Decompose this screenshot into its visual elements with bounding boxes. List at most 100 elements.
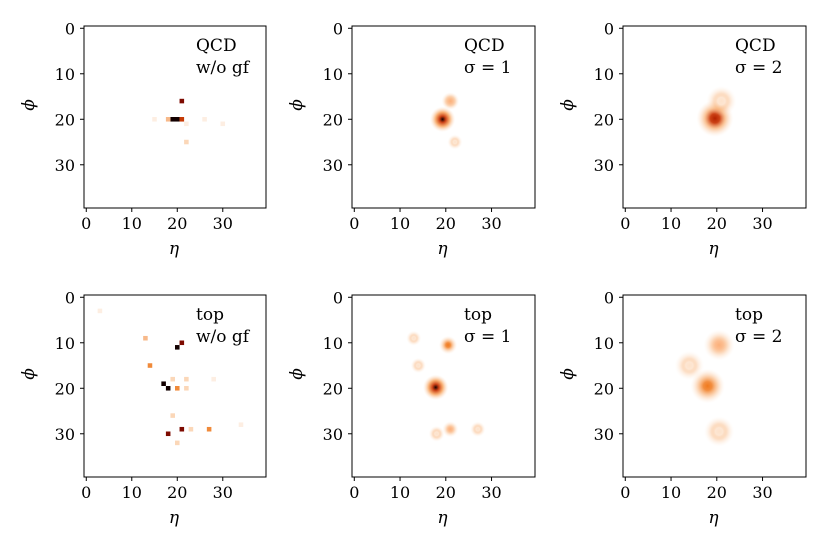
heatmap-cell bbox=[161, 381, 166, 386]
x-tick-label: 0 bbox=[81, 214, 91, 233]
heatmap-blob bbox=[674, 350, 705, 381]
panel-label-line: QCD bbox=[196, 36, 237, 56]
y-tick-label: 10 bbox=[55, 65, 75, 84]
y-axis-label: ϕ bbox=[19, 99, 39, 111]
x-tick-label: 10 bbox=[122, 214, 142, 233]
heatmap-cell bbox=[175, 117, 180, 122]
x-tick-label: 20 bbox=[707, 483, 727, 502]
heatmap-cell bbox=[220, 121, 226, 127]
y-tick-label: 20 bbox=[55, 379, 75, 398]
heatmap-cell bbox=[211, 376, 216, 382]
heatmap-cell bbox=[184, 376, 189, 382]
x-tick-label: 10 bbox=[661, 483, 681, 502]
x-tick-label: 30 bbox=[752, 483, 772, 502]
x-tick-label: 0 bbox=[349, 483, 359, 502]
heatmap-cell bbox=[165, 386, 171, 391]
heatmap-image bbox=[406, 330, 486, 442]
x-tick-label: 0 bbox=[620, 214, 630, 233]
heatmap-blob bbox=[428, 425, 445, 442]
heatmap-cell bbox=[97, 308, 103, 314]
heatmap-blob bbox=[447, 134, 463, 150]
heatmap-cell bbox=[165, 117, 171, 122]
heatmap-blob bbox=[470, 421, 486, 437]
x-tick-label: 30 bbox=[481, 214, 501, 233]
heatmap-image bbox=[696, 85, 737, 137]
axes-frame bbox=[622, 294, 807, 478]
x-axis-label: η bbox=[708, 508, 719, 528]
x-tick-label: 30 bbox=[213, 214, 233, 233]
heatmap-cell bbox=[175, 386, 180, 391]
y-tick-label: 10 bbox=[594, 334, 614, 353]
x-tick-label: 0 bbox=[620, 483, 630, 502]
heatmap-image bbox=[152, 98, 226, 145]
y-tick-label: 0 bbox=[604, 19, 614, 38]
axes-frame bbox=[351, 294, 536, 478]
y-tick-label: 0 bbox=[65, 288, 75, 307]
x-tick-label: 10 bbox=[122, 483, 142, 502]
y-tick-label: 10 bbox=[55, 334, 75, 353]
y-tick-label: 30 bbox=[323, 425, 343, 444]
y-tick-label: 0 bbox=[604, 288, 614, 307]
heatmap-cell bbox=[184, 386, 189, 391]
heatmap-cell bbox=[184, 121, 189, 127]
heatmap-blob bbox=[441, 92, 460, 111]
panel-label-line: top bbox=[464, 305, 492, 325]
y-axis-label: ϕ bbox=[558, 99, 578, 111]
axes-frame bbox=[351, 25, 536, 209]
y-tick-label: 0 bbox=[333, 288, 343, 307]
x-tick-label: 20 bbox=[436, 483, 456, 502]
heatmap-cell bbox=[179, 340, 185, 346]
panel-label-line: σ = 2 bbox=[735, 327, 782, 347]
y-tick-label: 30 bbox=[594, 425, 614, 444]
x-axis-label: η bbox=[169, 239, 180, 259]
heatmap-cell bbox=[175, 345, 180, 350]
heatmap-image bbox=[674, 329, 735, 447]
panel-label-line: σ = 1 bbox=[464, 327, 511, 347]
panel-label-line: QCD bbox=[464, 36, 505, 56]
x-tick-label: 20 bbox=[167, 214, 187, 233]
y-axis-label: ϕ bbox=[558, 368, 578, 380]
y-axis-label: ϕ bbox=[287, 368, 307, 380]
y-tick-label: 20 bbox=[323, 379, 343, 398]
panel-label-line: σ = 1 bbox=[464, 58, 511, 78]
heatmap-blob bbox=[690, 368, 725, 404]
y-tick-label: 30 bbox=[55, 425, 75, 444]
x-tick-label: 10 bbox=[390, 483, 410, 502]
heatmap-cell bbox=[184, 139, 189, 145]
heatmap-cell bbox=[143, 335, 148, 341]
x-tick-label: 20 bbox=[707, 214, 727, 233]
heatmap-cell bbox=[147, 363, 153, 368]
heatmap-blob bbox=[706, 85, 737, 117]
axes-frame bbox=[622, 25, 807, 209]
x-tick-label: 20 bbox=[436, 214, 456, 233]
y-tick-label: 10 bbox=[323, 65, 343, 84]
heatmap-cell bbox=[179, 117, 185, 122]
heatmap-blob bbox=[703, 329, 735, 361]
panel-label-line: w/o gf bbox=[196, 58, 251, 78]
x-tick-label: 30 bbox=[752, 214, 772, 233]
heatmap-blob bbox=[429, 106, 456, 133]
heatmap-cell bbox=[170, 413, 175, 418]
heatmap-cell bbox=[179, 98, 185, 104]
x-tick-label: 0 bbox=[349, 214, 359, 233]
axes-frame bbox=[83, 25, 267, 209]
y-tick-label: 20 bbox=[323, 110, 343, 129]
heatmap-image bbox=[429, 92, 463, 150]
heatmap-blob bbox=[703, 416, 735, 447]
heatmap-cell bbox=[206, 426, 212, 432]
y-tick-label: 0 bbox=[65, 19, 75, 38]
heatmap-cell bbox=[152, 117, 157, 122]
x-tick-label: 10 bbox=[661, 214, 681, 233]
heatmap-cell bbox=[170, 117, 175, 122]
y-tick-label: 30 bbox=[323, 156, 343, 175]
panel-label-line: top bbox=[196, 305, 224, 325]
heatmap-blob bbox=[442, 421, 459, 438]
y-tick-label: 20 bbox=[594, 379, 614, 398]
panel-label-line: w/o gf bbox=[196, 327, 251, 347]
y-tick-label: 30 bbox=[55, 156, 75, 175]
